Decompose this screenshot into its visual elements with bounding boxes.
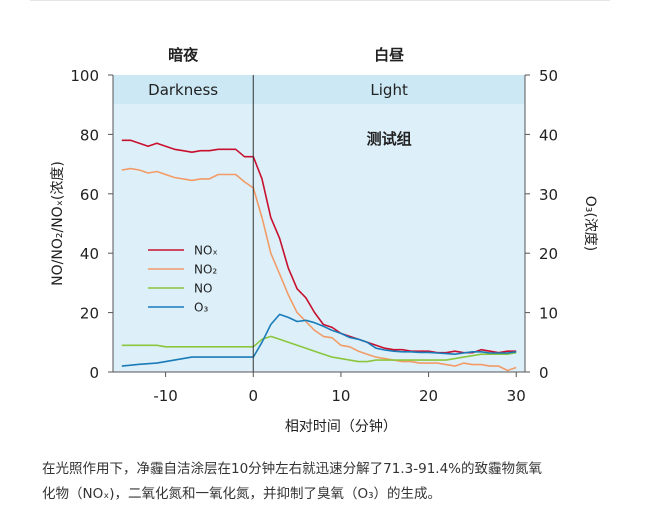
caption-line-1: 在光照作用下，净霾自洁涂层在10分钟左右就迅速分解了71.3-91.4%的致霾物…: [42, 461, 542, 477]
left-y-tick-label: 100: [70, 67, 99, 85]
left-y-tick-label: 20: [80, 305, 99, 323]
legend-label: O₃: [194, 301, 208, 315]
right-y-tick-label: 10: [539, 305, 558, 323]
phase-label-band: [113, 75, 525, 104]
plot-background: [113, 75, 525, 372]
x-tick-label: 30: [507, 387, 526, 405]
test-group-label: 测试组: [367, 130, 412, 148]
legend: NOₓ NO₂ NO O₃: [148, 244, 218, 315]
x-tick-label: 20: [419, 387, 438, 405]
left-y-tick-label: 60: [80, 186, 99, 204]
no2-series-line: [121, 167, 517, 372]
left-y-tick-label: 80: [80, 126, 99, 144]
phase-dark-band-label: Darkness: [148, 81, 218, 99]
x-tick-label: -10: [153, 387, 178, 405]
right-y-tick-label: 30: [539, 186, 558, 204]
phase-light-title: 白昼: [374, 46, 404, 64]
phase-dark-title: 暗夜: [168, 46, 199, 64]
no-series-line: [121, 335, 517, 363]
left-y-tick-label: 40: [80, 245, 99, 263]
x-axis-label: 相对时间（分钟）: [285, 418, 397, 435]
x-tick-label: 0: [248, 387, 258, 405]
chart-caption: 在光照作用下，净霾自洁涂层在10分钟左右就迅速分解了71.3-91.4%的致霾物…: [42, 457, 632, 507]
right-y-tick-label: 40: [539, 126, 558, 144]
x-tick-label: 10: [331, 387, 350, 405]
nox-series-line: [121, 139, 517, 354]
phase-light-band-label: Light: [370, 81, 408, 99]
right-y-tick-label: 20: [539, 245, 558, 263]
legend-label: NO: [194, 282, 212, 296]
right-y-axis-label: O₃(浓度): [582, 196, 598, 252]
legend-label: NOₓ: [194, 244, 218, 258]
o3-series-line: [121, 313, 517, 367]
right-y-tick-label: 50: [539, 67, 558, 85]
left-y-tick-label: 0: [89, 364, 99, 382]
left-y-axis-label: NO/NO₂/NOₓ(浓度): [50, 161, 66, 286]
legend-label: NO₂: [194, 263, 217, 277]
caption-line-2: 化物（NOₓ)，二氧化氮和一氧化氮，并抑制了臭氧（O₃）的生成。: [42, 486, 442, 502]
right-y-tick-label: 0: [539, 364, 549, 382]
top-divider: [30, 0, 610, 1]
